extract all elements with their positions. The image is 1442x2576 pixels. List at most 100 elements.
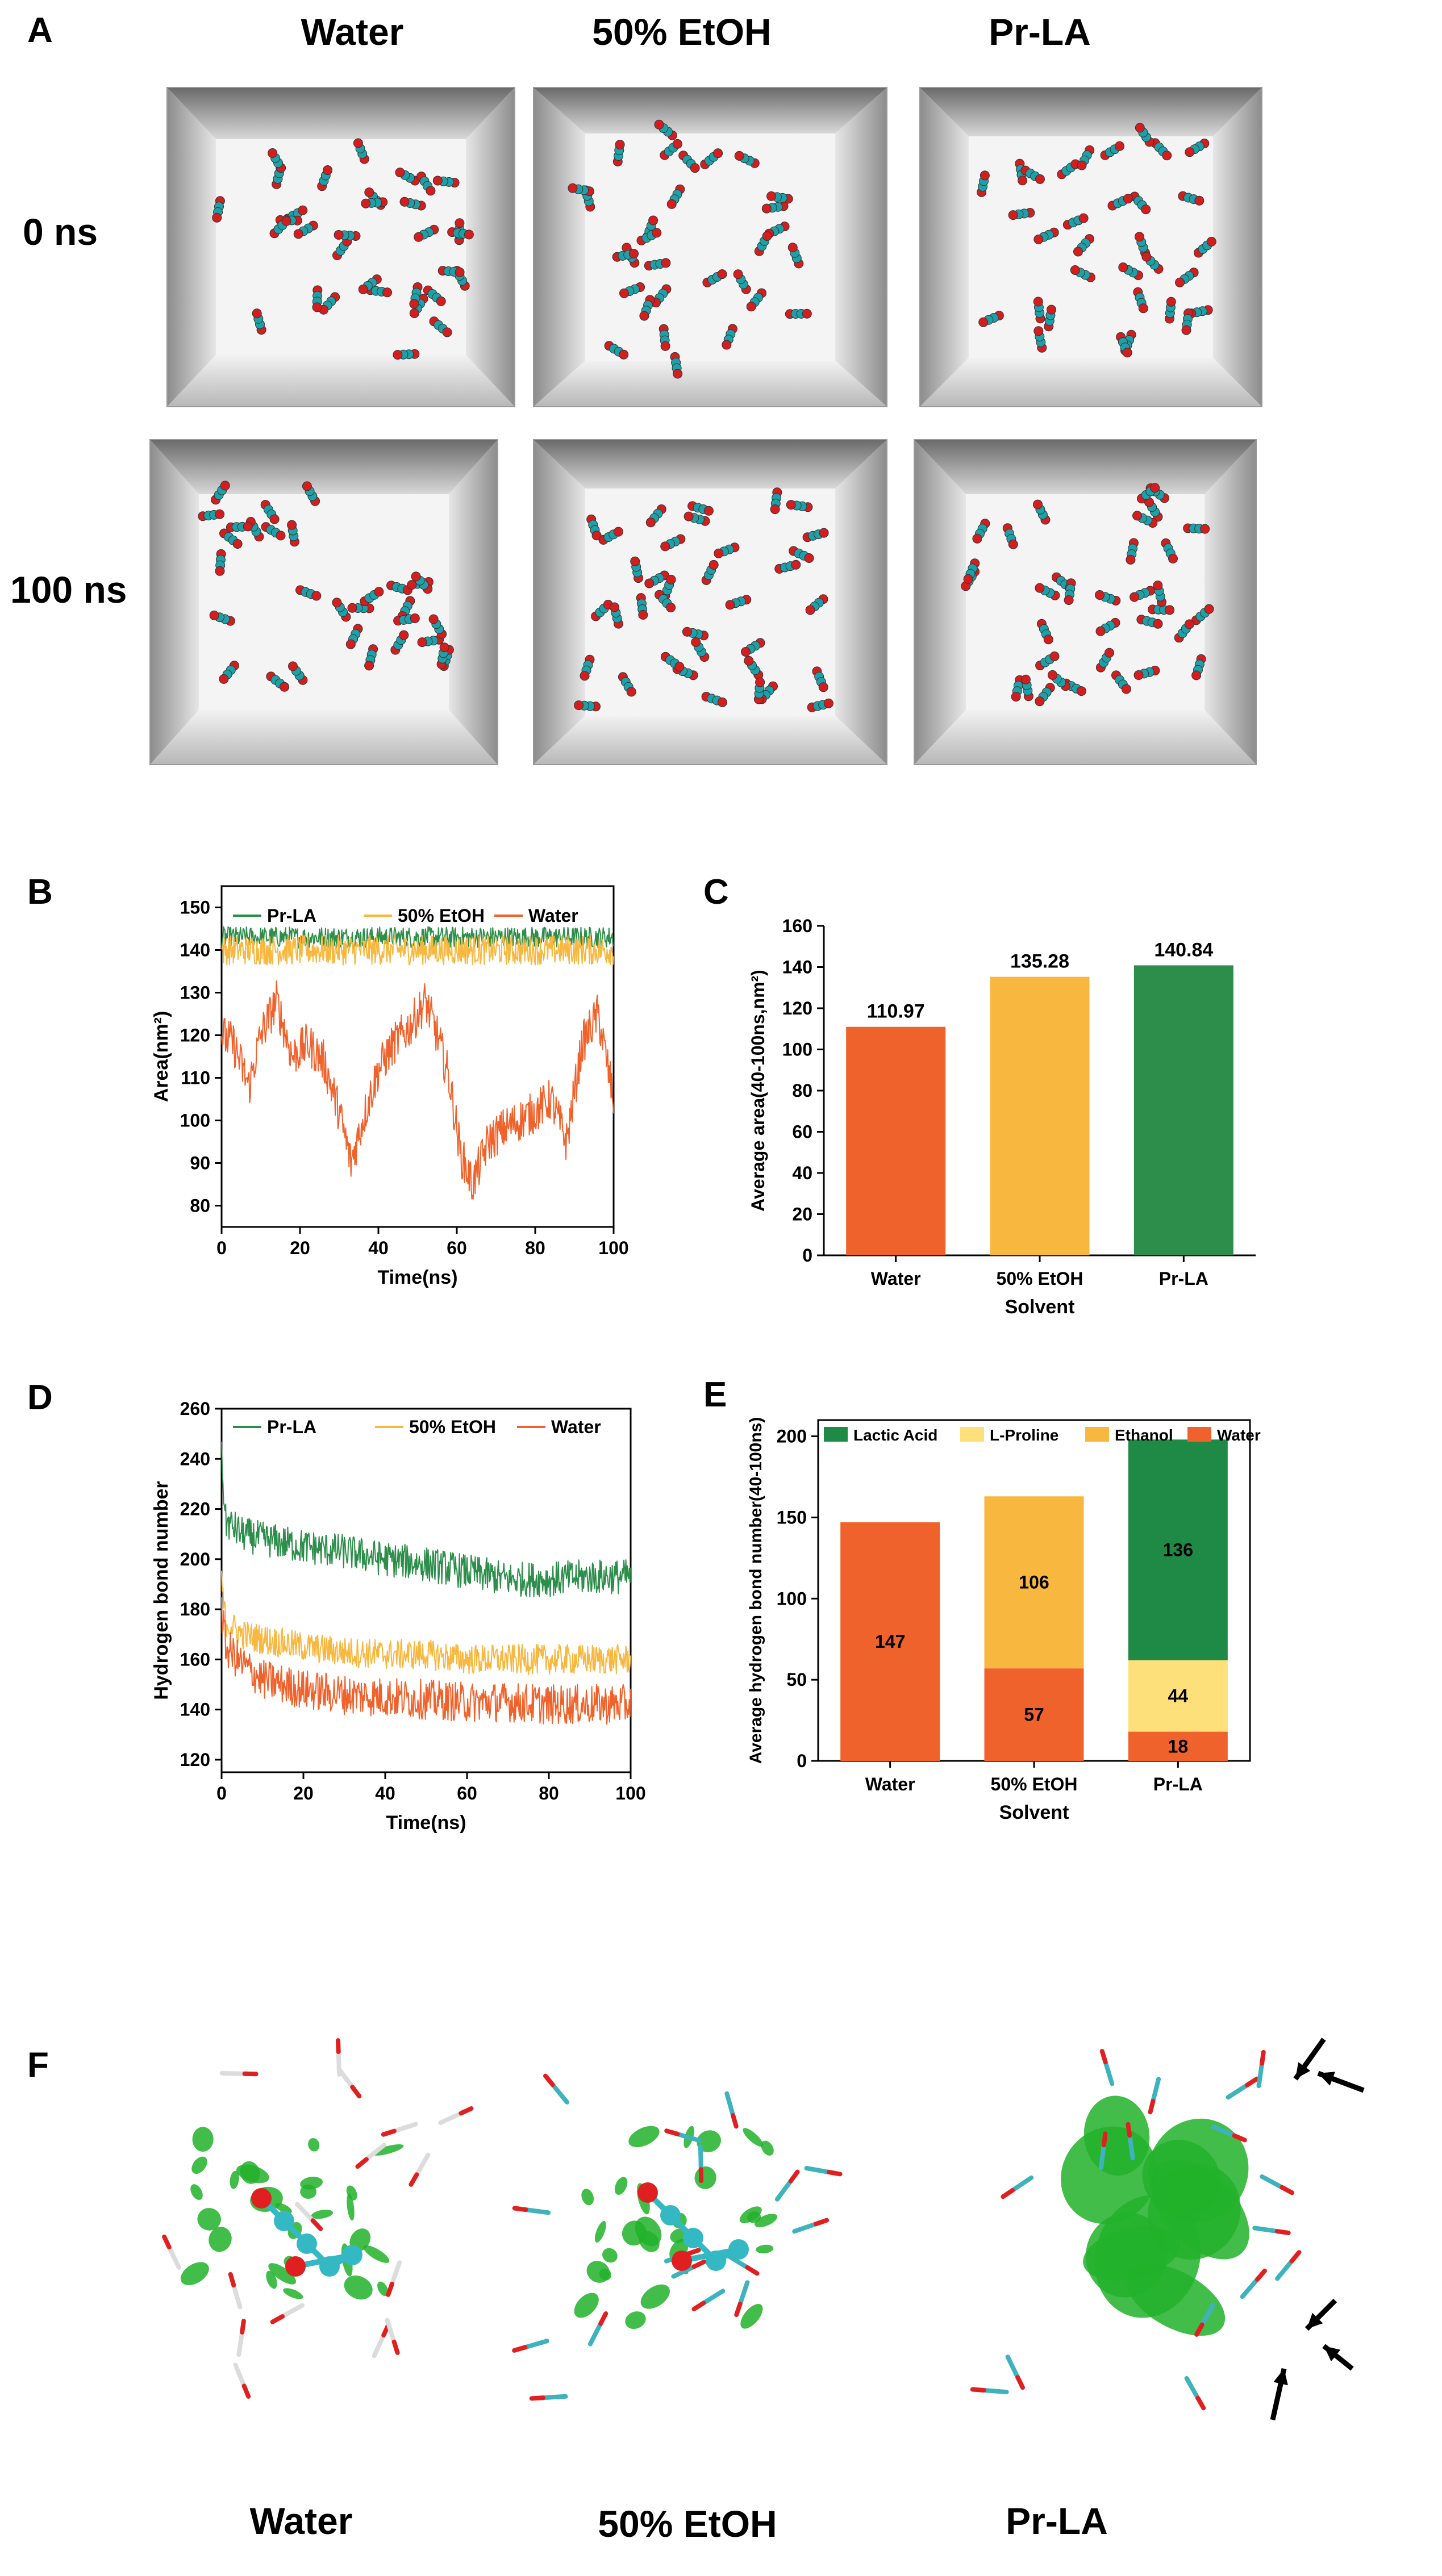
molecule-atom xyxy=(1153,581,1163,591)
pointer-arrowhead xyxy=(1318,2072,1335,2086)
molecule-atom xyxy=(1166,297,1176,307)
molecule-atom xyxy=(1077,160,1087,170)
stick-oxygen xyxy=(1245,2076,1260,2087)
isosurface-blob xyxy=(756,2244,774,2254)
molecule-atom xyxy=(219,674,229,684)
stick-bond xyxy=(364,2143,386,2162)
molecule-atom xyxy=(717,269,727,279)
isosurface-blob xyxy=(197,2208,221,2231)
stick-oxygen xyxy=(1099,2049,1108,2065)
stick-oxygen xyxy=(788,2169,800,2183)
x-category-label: Water xyxy=(865,1774,915,1794)
x-category-label: 50% EtOH xyxy=(997,1268,1083,1289)
stick-oxygen xyxy=(512,2206,528,2212)
ball-atom xyxy=(660,2205,681,2226)
legend-swatch xyxy=(1187,1427,1211,1442)
molecule-atom xyxy=(1115,141,1124,151)
molecule-atom xyxy=(281,216,291,226)
stick-oxygen xyxy=(598,2311,609,2326)
isosurface-blob xyxy=(581,2189,594,2206)
y-tick-label: 240 xyxy=(180,1448,210,1469)
plot-frame xyxy=(220,885,615,1228)
stick-oxygen xyxy=(970,2387,986,2393)
y-tick-label: 160 xyxy=(782,916,812,936)
molecule-atom xyxy=(804,553,814,563)
stick-oxygen xyxy=(310,2218,323,2231)
molecule-atom xyxy=(1134,232,1144,242)
y-tick-label: 200 xyxy=(777,1426,807,1447)
stick-bond xyxy=(231,2283,243,2310)
y-tick-label: 180 xyxy=(180,1599,210,1619)
molecule-atom xyxy=(432,176,443,186)
stick-bond xyxy=(414,2152,431,2177)
molecule-atom xyxy=(717,697,727,707)
molecule-atom xyxy=(332,598,342,608)
stick-bond xyxy=(774,2178,793,2202)
molecule-atom xyxy=(1204,604,1214,614)
series-line-50-etoh xyxy=(221,1571,631,1675)
molecule-atom xyxy=(288,661,298,671)
isosurface-blob xyxy=(311,2210,334,2219)
y-tick-label: 140 xyxy=(782,957,812,978)
y-tick-label: 120 xyxy=(180,1025,210,1046)
molecule-atom xyxy=(691,637,701,647)
molecule-atom xyxy=(1105,648,1114,658)
molecule-atom xyxy=(787,243,798,253)
x-category-label: Water xyxy=(871,1268,921,1289)
legend-label: Pr-LA xyxy=(267,905,316,926)
molecule-atom xyxy=(293,229,303,239)
molecule-atom xyxy=(1153,619,1163,629)
molecule-atom xyxy=(786,500,796,510)
molecule-atom xyxy=(690,163,700,173)
pointer-arrowhead xyxy=(1307,2312,1323,2329)
isosurface-blob xyxy=(602,2248,618,2263)
panel-a-letter: A xyxy=(27,11,53,50)
legend-label: Water xyxy=(528,905,578,926)
molecule-atom xyxy=(252,308,262,319)
ball-atom xyxy=(672,2251,692,2271)
stick-oxygen xyxy=(355,2157,369,2169)
y-tick-label: 0 xyxy=(797,1751,807,1771)
molecule-atom xyxy=(1043,634,1053,645)
ball-atom xyxy=(285,2256,306,2277)
stick-bond xyxy=(219,2071,247,2076)
stack-value-label: 57 xyxy=(1024,1705,1044,1725)
stick-bond xyxy=(726,2253,750,2270)
molecule-atom xyxy=(409,308,419,318)
stick-bond xyxy=(1005,2354,1020,2380)
stick-bond xyxy=(438,2111,464,2126)
ball-atom xyxy=(274,2211,294,2231)
molecule-atom xyxy=(639,311,649,321)
x-tick-label: 20 xyxy=(293,1783,314,1803)
pointer-arrowhead xyxy=(1324,2346,1341,2362)
stick-oxygen xyxy=(1001,2188,1015,2199)
series-line-water xyxy=(221,1597,631,1725)
molecule-atom xyxy=(674,662,685,672)
stick-bond xyxy=(1211,2124,1237,2138)
stick-bond xyxy=(1252,2226,1280,2234)
molecule-atom xyxy=(1095,626,1106,636)
stick-oxygen xyxy=(1194,2322,1205,2337)
molecule-atom xyxy=(358,284,368,294)
molecule-atom xyxy=(972,533,982,544)
molecule-atom xyxy=(660,541,670,552)
molecule-atom xyxy=(243,521,253,532)
isosurface-blob xyxy=(209,2227,232,2252)
molecule-atom xyxy=(1141,204,1151,215)
molecule-atom xyxy=(302,481,312,491)
molecule-atom xyxy=(312,302,322,312)
y-tick-label: 20 xyxy=(792,1204,812,1225)
stick-oxygen xyxy=(1255,2268,1267,2282)
molecule-atom xyxy=(1135,123,1145,133)
stick-oxygen xyxy=(814,2218,830,2227)
y-tick-label: 260 xyxy=(180,1398,210,1419)
ball-atom xyxy=(319,2256,340,2277)
bar-value-label: 135.28 xyxy=(1010,951,1069,972)
y-axis-label: Area(nm²) xyxy=(151,1011,172,1103)
molecule-atom xyxy=(672,139,682,149)
molecule-atom xyxy=(407,580,417,590)
isosurface-blob xyxy=(346,2185,357,2201)
stick-bond xyxy=(675,2131,702,2143)
y-tick-label: 100 xyxy=(777,1588,807,1609)
isosurface-blob xyxy=(192,2127,214,2152)
